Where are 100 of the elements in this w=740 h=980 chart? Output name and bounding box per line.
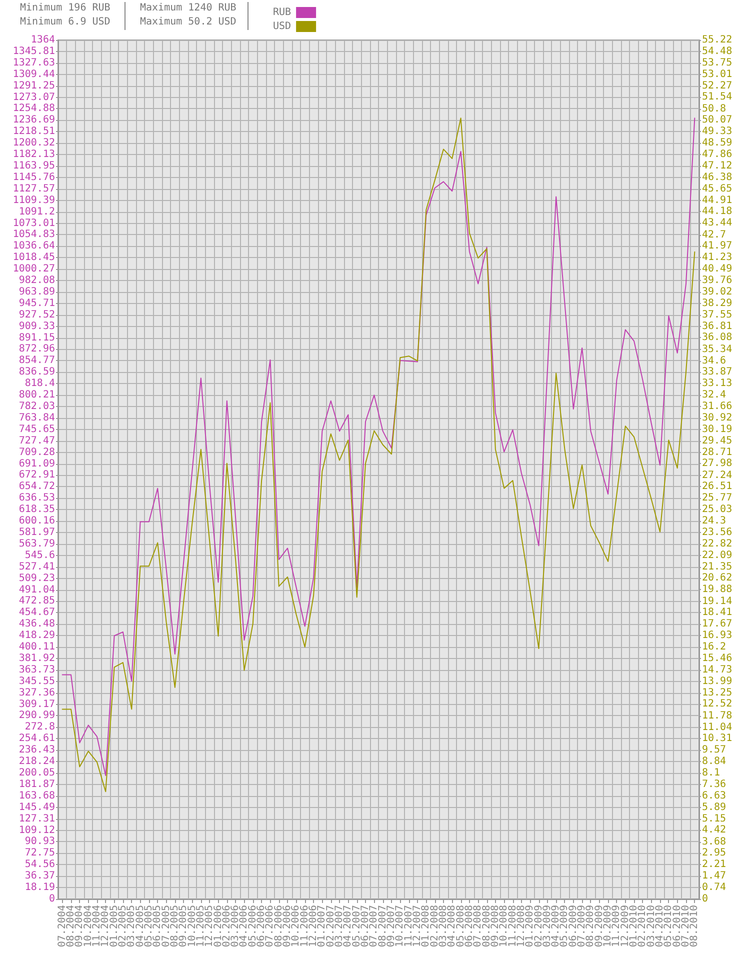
y-tick-label: 527.41 [18,561,55,572]
y-tick-label: 891.15 [18,332,55,344]
y-tick-label: 1182.13 [12,149,55,160]
y-tick-label: 1109.39 [12,194,55,206]
y2-tick-label: 53.75 [702,57,732,68]
y2-tick-label: 8.84 [702,756,726,767]
y-tick-label: 1145.76 [12,172,55,183]
y2-tick-label: 27.98 [702,458,732,470]
y2-tick-label: 16.2 [702,641,726,652]
y2-tick-label: 30.19 [702,424,732,435]
y2-tick-label: 1.47 [702,870,726,882]
y-tick-label: 127.31 [18,813,55,824]
y2-tick-label: 33.13 [702,378,732,390]
y-tick-label: 54.56 [24,859,55,870]
y2-tick-label: 44.91 [702,194,732,206]
y2-tick-label: 22.09 [702,550,732,561]
y2-tick-label: 39.02 [702,286,732,298]
y-tick-label: 327.36 [18,687,55,698]
y2-tick-label: 48.59 [702,138,732,149]
y-tick-label: 200.05 [18,768,55,779]
y-tick-label: 854.77 [18,355,55,366]
y-tick-label: 963.89 [18,286,55,298]
y-tick-label: 1000.27 [12,264,55,275]
y2-tick-label: 40.49 [702,264,732,275]
y2-tick-label: 42.7 [702,229,726,240]
y2-tick-label: 34.6 [702,355,726,366]
y-tick-label: 72.75 [24,848,55,859]
y2-tick-label: 38.29 [702,298,732,309]
y-tick-label: 1345.81 [12,46,55,57]
text: Minimum 196 RUB [20,2,110,14]
y-tick-label: 491.04 [18,584,55,596]
y2-tick-label: 25.03 [702,504,732,516]
y-tick-label: 400.11 [18,642,55,653]
y-tick-label: 418.29 [18,630,55,642]
y2-tick-label: 9.57 [702,744,726,756]
y2-tick-label: 30.92 [702,412,732,424]
y-tick-label: 581.97 [18,526,55,538]
y-tick-label: 1236.69 [12,114,55,126]
y-tick-label: 1218.51 [12,126,55,138]
y2-tick-label: 0 [702,894,708,904]
y-tick-label: 1018.45 [12,252,55,264]
y-tick-label: 363.73 [18,664,55,676]
y2-tick-label: 27.24 [702,470,732,481]
y2-tick-label: 2.95 [702,848,726,859]
y2-tick-label: 29.45 [702,435,732,446]
y-tick-label: 1327.63 [12,57,55,68]
y2-tick-label: 44.18 [702,206,732,218]
y2-tick-label: 10.31 [702,733,732,744]
text: Minimum 6.9 USD [20,16,110,28]
y2-tick-label: 51.54 [702,92,732,103]
y2-tick-label: 43.44 [702,218,732,229]
y2-tick-label: 23.56 [702,527,732,538]
y-tick-label: 472.85 [18,596,55,607]
y-tick-label: 1036.64 [12,240,55,252]
y2-tick-label: 6.63 [702,790,726,802]
y-tick-label: 618.35 [18,504,55,516]
y2-tick-label: 5.15 [702,813,726,824]
y2-tick-label: 53.01 [702,68,732,80]
y-tick-label: 1254.88 [12,103,55,114]
x-tick-label: 08.2010 [689,905,700,948]
y-tick-label: 236.43 [18,744,55,756]
y-tick-label: 1309.44 [12,68,55,80]
y2-tick-label: 47.12 [702,160,732,172]
y-tick-label: 872.96 [18,344,55,355]
y2-tick-label: 21.35 [702,561,732,572]
y-tick-label: 672.91 [18,470,55,481]
y-tick-label: 1273.07 [12,92,55,103]
y-tick-label: 436.48 [18,618,55,630]
y-tick-label: 254.61 [18,733,55,744]
y-tick-label: 18.19 [24,882,55,894]
y-tick-label: 0 [48,894,55,904]
y-tick-label: 1200.32 [12,138,55,149]
y2-tick-label: 45.65 [702,183,732,194]
y2-tick-label: 50.8 [702,103,726,114]
y2-tick-label: 16.93 [702,630,732,642]
y-tick-label: 36.37 [24,870,55,882]
y2-tick-label: 55.22 [702,34,732,46]
y2-tick-label: 11.78 [702,710,732,722]
y2-tick-label: 2.21 [702,859,726,870]
y-tick-label: 1073.01 [12,218,55,229]
y-tick-label: 181.87 [18,778,55,790]
y2-tick-label: 39.76 [702,274,732,286]
y-tick-label: 691.09 [18,458,55,470]
y2-tick-label: 50.07 [702,114,732,126]
y-tick-label: 800.21 [18,390,55,401]
y-tick-label: 982.08 [18,275,55,286]
y2-tick-label: 47.86 [702,148,732,160]
y-tick-label: 782.03 [18,401,55,412]
y-tick-label: 454.67 [18,607,55,618]
y2-tick-label: 22.82 [702,538,732,550]
y-tick-label: 109.12 [18,824,55,836]
y2-tick-label: 13.99 [702,676,732,687]
y-tick-label: 381.92 [18,652,55,664]
y-tick-label: 1054.83 [12,229,55,240]
y2-tick-label: 41.97 [702,240,732,252]
y-tick-label: 836.59 [18,366,55,378]
y2-tick-label: 31.66 [702,401,732,412]
y2-tick-label: 46.38 [702,172,732,184]
y2-tick-label: 18.41 [702,607,732,618]
y-tick-label: 345.55 [18,676,55,687]
